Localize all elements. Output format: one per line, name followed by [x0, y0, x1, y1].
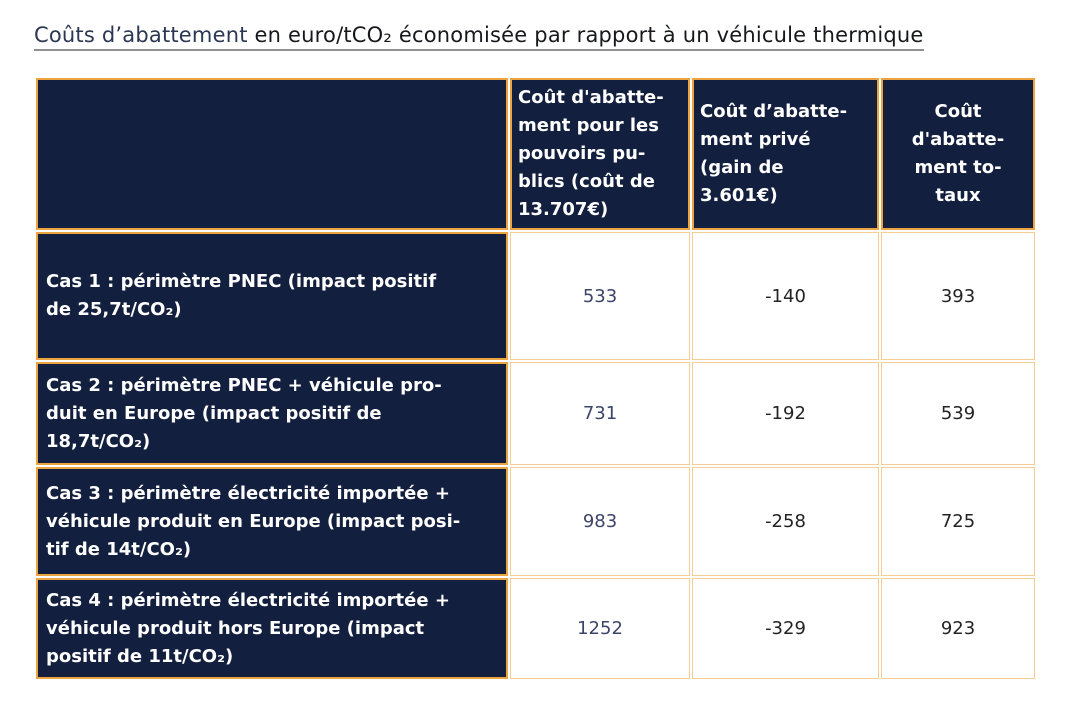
column-header-private-cost: Coût d’abatte- ment privé (gain de 3.601… — [692, 78, 879, 231]
article-excerpt: Coûts d’abattement en euro/tCO₂ économis… — [34, 22, 1071, 681]
table-row-cas-4: Cas 4 : périmètre électricité importée +… — [36, 578, 1035, 680]
table-row-cas-3: Cas 3 : périmètre électricité importée +… — [36, 467, 1035, 577]
cell-private-cost: -140 — [692, 232, 879, 361]
cell-public-cost: 533 — [510, 232, 690, 361]
cell-private-cost: -329 — [692, 578, 879, 680]
column-header-total-cost: Coût d'abatte- ment to- taux — [881, 78, 1035, 231]
cell-total-cost: 725 — [881, 467, 1035, 577]
table-row-cas-2: Cas 2 : périmètre PNEC + véhicule pro- d… — [36, 362, 1035, 466]
column-header-public-cost: Coût d'abatte- ment pour les pouvoirs pu… — [510, 78, 690, 231]
cell-public-cost: 731 — [510, 362, 690, 466]
table-header-row: Coût d'abatte- ment pour les pouvoirs pu… — [36, 78, 1035, 231]
cell-private-cost: -258 — [692, 467, 879, 577]
cell-total-cost: 539 — [881, 362, 1035, 466]
row-label: Cas 2 : périmètre PNEC + véhicule pro- d… — [36, 362, 508, 466]
cell-public-cost: 983 — [510, 467, 690, 577]
title-text: en euro/tCO₂ économisée par rapport à un… — [247, 23, 924, 47]
cell-private-cost: -192 — [692, 362, 879, 466]
row-label: Cas 3 : périmètre électricité importée +… — [36, 467, 508, 577]
cell-public-cost: 1252 — [510, 578, 690, 680]
row-label: Cas 1 : périmètre PNEC (impact positif d… — [36, 232, 508, 361]
table-row-cas-1: Cas 1 : périmètre PNEC (impact positif d… — [36, 232, 1035, 361]
title-underline: Coûts d’abattement en euro/tCO₂ économis… — [34, 23, 924, 51]
row-label: Cas 4 : périmètre électricité importée +… — [36, 578, 508, 680]
title-link[interactable]: Coûts d’abattement — [34, 23, 248, 47]
corner-cell — [36, 78, 508, 231]
cell-total-cost: 393 — [881, 232, 1035, 361]
abatement-cost-table: Coût d'abatte- ment pour les pouvoirs pu… — [34, 76, 1037, 681]
cell-total-cost: 923 — [881, 578, 1035, 680]
page-title: Coûts d’abattement en euro/tCO₂ économis… — [34, 22, 1071, 51]
